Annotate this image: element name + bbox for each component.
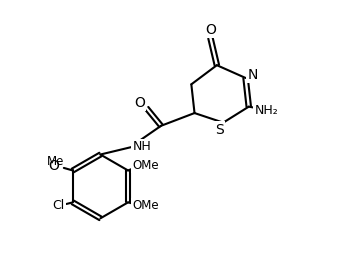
Text: OMe: OMe [132, 199, 159, 212]
Text: Me: Me [47, 155, 64, 168]
Text: O: O [205, 23, 216, 37]
Text: OMe: OMe [132, 159, 159, 172]
Text: NH₂: NH₂ [255, 104, 278, 117]
Text: NH: NH [132, 140, 151, 153]
Text: O: O [48, 159, 59, 173]
Text: Cl: Cl [52, 199, 65, 212]
Text: S: S [215, 123, 224, 137]
Text: O: O [134, 95, 145, 109]
Text: N: N [247, 68, 258, 82]
